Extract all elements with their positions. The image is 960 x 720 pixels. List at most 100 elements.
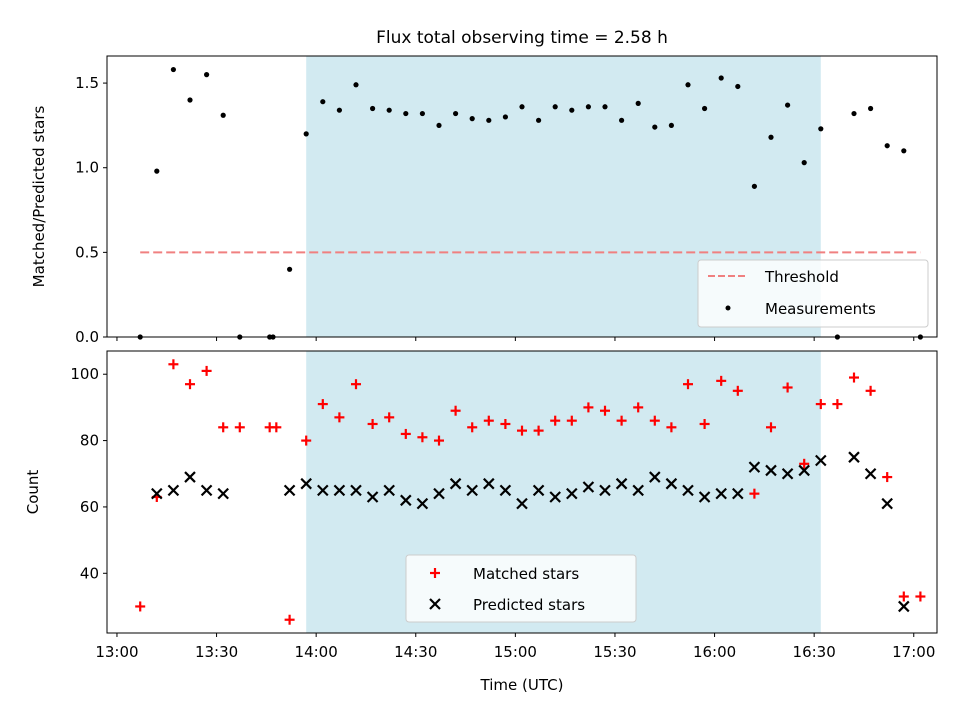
- measurement-point: [187, 97, 193, 103]
- measurement-point: [668, 122, 675, 129]
- bottom-legend-box: [405, 554, 637, 623]
- predicted-star-point: [483, 477, 495, 490]
- measurement-point: [386, 107, 392, 113]
- bottom-x-tick-label: 15:30: [593, 643, 636, 661]
- bottom-x-tick-label: 14:30: [394, 643, 437, 661]
- measurement-point: [868, 105, 874, 112]
- measurement-point: [353, 82, 359, 88]
- predicted-star-point: [416, 497, 429, 510]
- measurement-point: [486, 117, 492, 123]
- bottom-y-tick-label: 60: [80, 498, 99, 516]
- top-legend: Threshold Measurements: [697, 259, 929, 328]
- predicted-star-point: [350, 484, 362, 497]
- bottom-y-tick-label: 40: [80, 564, 99, 582]
- measurement-point: [403, 110, 409, 117]
- measurement-point: [585, 104, 592, 110]
- predicted-star-point: [615, 477, 628, 490]
- measurement-point: [519, 104, 525, 110]
- legend-threshold-label: Threshold: [764, 268, 839, 286]
- measurement-point: [502, 114, 508, 120]
- measurement-point: [336, 107, 342, 113]
- measurement-point: [685, 82, 691, 88]
- bottom-y-axis-label: Count: [24, 470, 42, 515]
- bottom-x-tick-label: 16:30: [793, 643, 836, 661]
- predicted-star-point: [200, 484, 213, 497]
- predicted-star-point: [151, 487, 163, 500]
- measurement-point: [702, 105, 708, 112]
- measurement-point: [884, 143, 890, 149]
- predicted-star-point: [566, 487, 578, 500]
- measurement-point: [303, 131, 309, 137]
- predicted-star-point: [848, 451, 860, 463]
- legend-measurements-swatch: [725, 305, 731, 311]
- measurement-point: [718, 75, 724, 81]
- bottom-x-tick-label: 17:00: [892, 643, 935, 661]
- predicted-star-point: [881, 497, 893, 510]
- predicted-star-point: [217, 487, 229, 500]
- predicted-star-point: [400, 494, 412, 507]
- predicted-star-point: [549, 491, 561, 503]
- measurement-point: [170, 66, 176, 73]
- predicted-star-point: [765, 464, 777, 477]
- measurement-point: [619, 117, 625, 123]
- top-y-tick-label: 0.0: [75, 328, 99, 346]
- predicted-star-point: [300, 477, 312, 490]
- predicted-star-point: [781, 467, 794, 480]
- measurement-point: [453, 110, 459, 117]
- predicted-star-point: [532, 484, 545, 497]
- measurement-point: [220, 112, 226, 118]
- predicted-star-point: [665, 477, 678, 490]
- measurement-point: [436, 122, 442, 129]
- predicted-star-point: [333, 484, 346, 497]
- top-y-tick-label: 1.5: [75, 74, 99, 92]
- predicted-star-point: [283, 484, 296, 497]
- measurement-point: [901, 148, 907, 154]
- legend-matched-swatch: [430, 568, 440, 578]
- top-y-tick-label: 0.5: [75, 243, 99, 261]
- measurement-point: [602, 104, 608, 110]
- measurement-point: [652, 124, 658, 130]
- predicted-star-point: [864, 467, 877, 480]
- measurement-point: [785, 102, 791, 108]
- bottom-x-tick-label: 16:00: [693, 643, 736, 661]
- x-axis-label: Time (UTC): [480, 676, 564, 694]
- top-axes-frame: [106, 55, 938, 338]
- bottom-y-tick-label: 100: [70, 365, 99, 383]
- bottom-x-tick-label: 13:00: [95, 643, 138, 661]
- measurement-point: [569, 107, 575, 113]
- predicted-star-point: [366, 491, 379, 503]
- bottom-axes-frame: [106, 350, 938, 634]
- bottom-x-tick-label: 13:30: [195, 643, 238, 661]
- predicted-star-point: [167, 484, 180, 497]
- measurement-point: [536, 117, 542, 123]
- predicted-star-point: [898, 600, 910, 613]
- measurement-point: [204, 72, 210, 78]
- predicted-star-point: [798, 464, 810, 477]
- predicted-star-point: [433, 487, 445, 500]
- predicted-star-point: [582, 481, 595, 493]
- predicted-star-point: [599, 484, 611, 497]
- measurement-point: [552, 104, 558, 110]
- predicted-star-point: [732, 487, 744, 500]
- measurement-point: [635, 100, 641, 106]
- measurement-point: [154, 168, 160, 174]
- bottom-x-tick-label: 14:00: [295, 643, 338, 661]
- legend-matched-label: Matched stars: [473, 565, 579, 583]
- measurement-point: [818, 126, 824, 132]
- predicted-star-point: [516, 497, 528, 510]
- top-y-tick-label: 1.0: [75, 159, 99, 177]
- predicted-star-point: [715, 487, 727, 500]
- bottom-panel: 40 60 80 100 13:00 13:30 14:00 14:30 15:00 15:30 1…: [24, 350, 938, 694]
- measurement-point: [735, 83, 741, 90]
- predicted-star-point: [499, 484, 512, 497]
- bottom-legend: Matched stars Predicted stars: [405, 554, 637, 623]
- legend-predicted-mark: [429, 598, 441, 610]
- predicted-star-point: [632, 484, 644, 497]
- top-legend-box: [697, 259, 929, 328]
- bottom-y-tick-label: 80: [80, 432, 99, 450]
- top-panel: 0.0 0.5 1.0 1.5 Matched/Predicted stars Thr…: [30, 55, 938, 346]
- measurement-point: [419, 110, 425, 117]
- chart-title: Flux total observing time = 2.58 h: [376, 28, 668, 48]
- bottom-x-tick-label: 15:00: [494, 643, 537, 661]
